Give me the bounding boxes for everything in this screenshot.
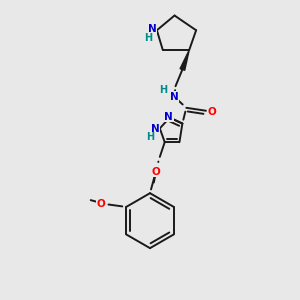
Text: N: N — [148, 24, 156, 34]
Text: H: H — [146, 132, 154, 142]
Text: H: H — [144, 33, 152, 43]
Polygon shape — [180, 50, 189, 70]
Text: O: O — [96, 199, 105, 209]
Text: H: H — [159, 85, 167, 95]
Text: N: N — [151, 124, 159, 134]
Text: N: N — [164, 112, 173, 122]
Text: O: O — [152, 167, 160, 177]
Text: O: O — [208, 107, 216, 117]
Text: N: N — [170, 92, 179, 102]
